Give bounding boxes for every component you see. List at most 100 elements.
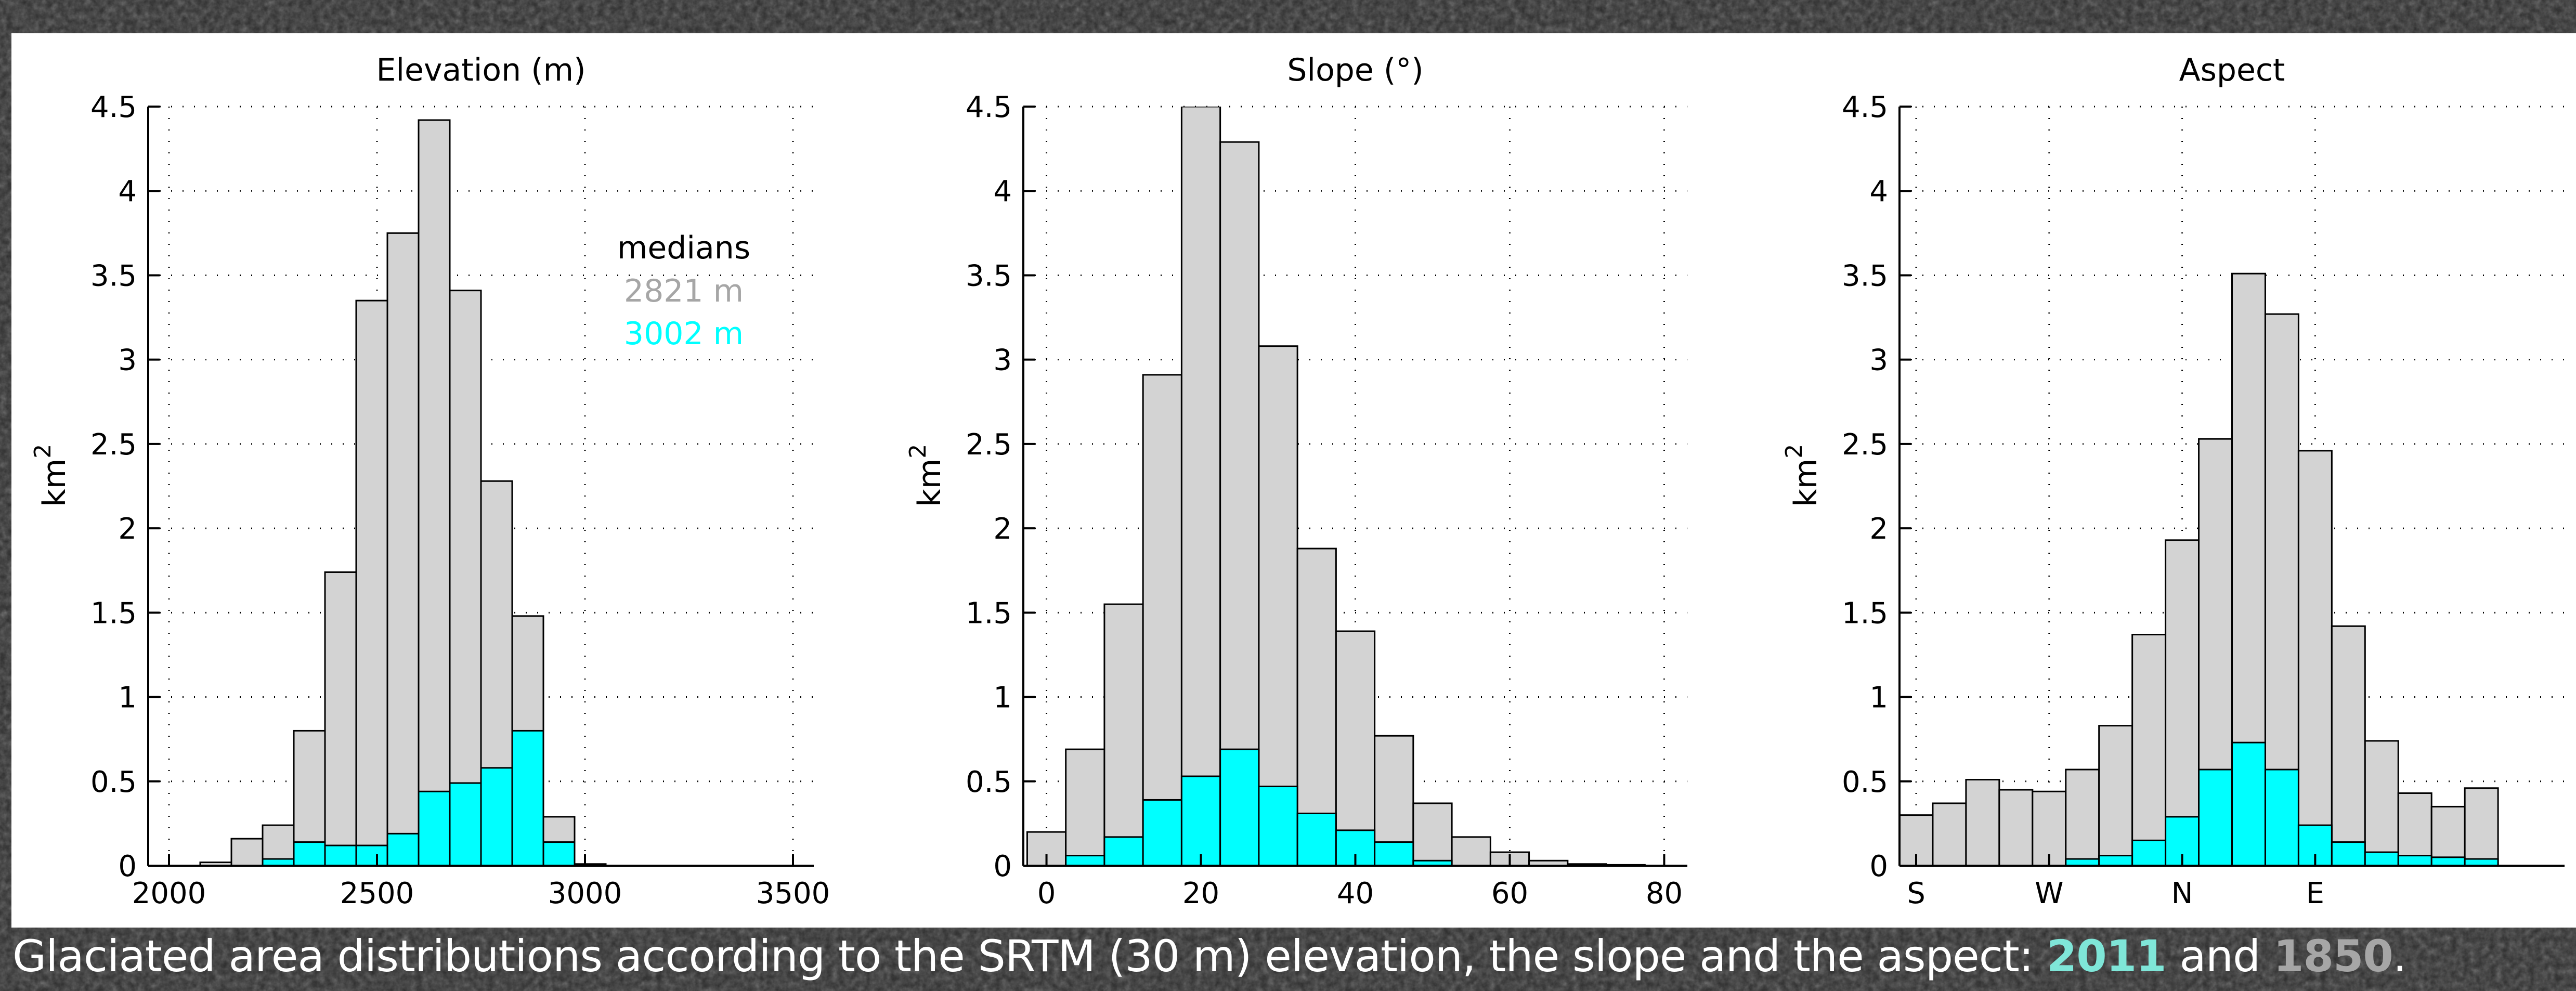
bar-2011 — [1103, 836, 1144, 866]
bar-2011 — [480, 767, 513, 866]
figure-caption: Glaciated area distributions according t… — [12, 931, 2407, 982]
y-tick-label: 1.5 — [966, 596, 1012, 630]
bar-2011 — [1296, 812, 1337, 866]
chart-title: Elevation (m) — [376, 52, 586, 88]
y-tick-label: 4.5 — [90, 90, 137, 124]
chart-1: 0 0.5 1 1.5 2 2.5 3 3.5 4 4.5 2000 2500 3000 3500 Elev… — [30, 52, 830, 910]
caption-year-past: 1850 — [2273, 931, 2393, 982]
y-tick-label: 0.5 — [966, 765, 1012, 799]
bar-1850 — [1335, 630, 1376, 866]
bar-1850 — [230, 838, 264, 866]
bar-2011 — [2198, 768, 2233, 866]
bars-group — [199, 119, 607, 866]
y-tick-label: 0.5 — [1842, 765, 1888, 799]
bar-2011 — [2264, 768, 2299, 866]
y-tick-label: 3 — [993, 344, 1012, 377]
y-tick-label: 0 — [118, 850, 137, 883]
y-tick-label: 3 — [118, 344, 137, 377]
bar-1850 — [1412, 802, 1453, 866]
y-tick-label: 2 — [1869, 512, 1888, 546]
bar-1850 — [2297, 450, 2333, 866]
bar-1850 — [2464, 787, 2499, 866]
y-tick-label: 4 — [993, 175, 1012, 208]
y-axis-label-superscript: 2 — [905, 444, 931, 459]
x-tick-label: E — [2306, 877, 2324, 910]
y-axis-label-superscript: 2 — [1781, 444, 1807, 459]
y-tick-label: 3.5 — [966, 259, 1012, 293]
bar-1850 — [2032, 790, 2067, 866]
bar-1850 — [449, 290, 482, 866]
bars-group — [1026, 107, 1646, 866]
x-tick-label: 20 — [1182, 877, 1219, 910]
y-tick-label: 1 — [1869, 681, 1888, 715]
y-tick-label: 3 — [1869, 344, 1888, 377]
bar-1850 — [1065, 748, 1105, 866]
bar-1850 — [1998, 789, 2034, 866]
bar-2011 — [1180, 775, 1221, 866]
bar-2011 — [2131, 839, 2167, 866]
bar-2011 — [2397, 855, 2432, 866]
bar-1850 — [1103, 603, 1144, 866]
bar-1850 — [1180, 107, 1221, 866]
y-tick-label: 1 — [993, 681, 1012, 715]
bar-2011 — [1374, 841, 1414, 866]
y-tick-label: 0.5 — [90, 765, 137, 799]
bar-1850 — [2430, 805, 2466, 866]
x-tick-label: 3500 — [756, 877, 830, 910]
y-tick-label: 2 — [993, 512, 1012, 546]
y-tick-label: 2.5 — [1842, 428, 1888, 462]
median-1850: 2821 m — [624, 273, 744, 309]
bar-1850 — [2165, 539, 2200, 866]
bar-2011 — [2231, 741, 2266, 866]
x-tick-label: 80 — [1646, 877, 1683, 910]
x-tick-label: 2000 — [132, 877, 206, 910]
bars-group — [1900, 272, 2499, 866]
y-axis-label-superscript: 2 — [30, 444, 56, 459]
bar-2011 — [542, 841, 576, 866]
bar-1850 — [418, 119, 451, 866]
y-tick-label: 4 — [1869, 175, 1888, 208]
bar-2011 — [1142, 799, 1182, 866]
bar-1850 — [2364, 740, 2399, 866]
bar-1850 — [2098, 725, 2133, 866]
y-tick-label: 1 — [118, 681, 137, 715]
bar-2011 — [2430, 856, 2466, 866]
bar-2011 — [1258, 786, 1298, 866]
bar-1850 — [2331, 625, 2366, 866]
x-tick-label: S — [1907, 877, 1926, 910]
x-tick-label: W — [2035, 877, 2063, 910]
bar-2011 — [293, 841, 326, 866]
y-axis-label-unit: km — [912, 459, 948, 507]
bar-2011 — [511, 729, 544, 866]
median-2011: 3002 m — [624, 316, 744, 352]
bar-2011 — [2098, 855, 2133, 866]
bar-1850 — [1965, 779, 2000, 866]
y-axis-label: km2 — [905, 444, 948, 507]
y-tick-label: 4.5 — [1842, 90, 1888, 124]
bar-2011 — [1219, 748, 1260, 866]
bar-2011 — [418, 790, 451, 866]
bar-2011 — [355, 844, 388, 866]
y-axis-label: km2 — [1781, 444, 1824, 507]
x-tick-label: 3000 — [548, 877, 622, 910]
y-tick-label: 4.5 — [966, 90, 1012, 124]
bar-1850 — [2131, 634, 2167, 866]
x-tick-label: N — [2171, 877, 2193, 910]
y-axis-label-unit: km — [36, 459, 73, 507]
y-tick-label: 3.5 — [1842, 259, 1888, 293]
x-tick-label: 0 — [1037, 877, 1056, 910]
x-tick-label: 2500 — [340, 877, 414, 910]
caption-joiner: and — [2166, 931, 2274, 982]
chart-title: Slope (°) — [1287, 52, 1423, 88]
chart-2: 0 0.5 1 1.5 2 2.5 3 3.5 4 4.5 0 20 40 60 80 Slope (°) km… — [905, 52, 1687, 910]
y-axis-label: km2 — [30, 444, 73, 507]
y-tick-label: 1.5 — [1842, 596, 1888, 630]
y-tick-label: 4 — [118, 175, 137, 208]
caption-end: . — [2392, 931, 2407, 982]
x-tick-label: 40 — [1337, 877, 1374, 910]
bar-2011 — [2331, 841, 2366, 866]
bar-1850 — [2397, 792, 2432, 866]
